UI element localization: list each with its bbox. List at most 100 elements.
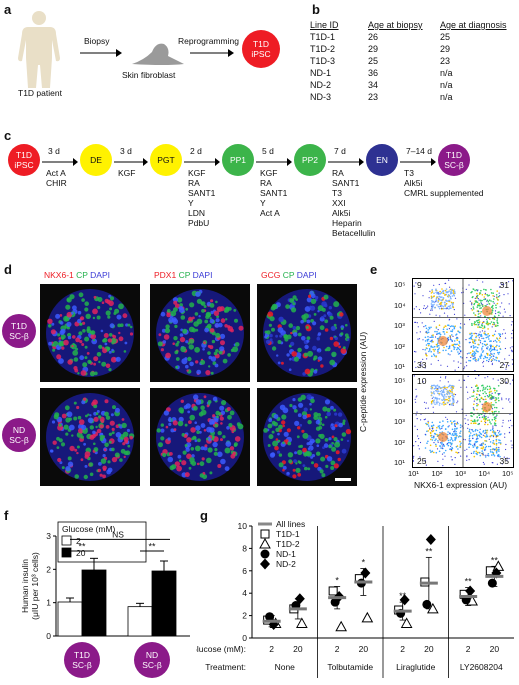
- marker-label: DAPI: [192, 270, 213, 280]
- category-label: T1D: [74, 650, 90, 660]
- legend-label: All lines: [276, 519, 305, 529]
- legend-label: T1D-2: [276, 539, 300, 549]
- cluster-body: [263, 289, 351, 377]
- age-diagnosis-cell: n/a: [440, 68, 453, 78]
- marker-label: DAPI: [296, 270, 317, 280]
- stage-label: iPSC: [14, 160, 34, 170]
- age-diagnosis-cell: 29: [440, 44, 451, 54]
- table-row: T1D-1 26 25: [310, 32, 515, 44]
- x-tick-label: 10³: [455, 469, 466, 478]
- cluster-image: [263, 393, 352, 481]
- factor-label: Act A: [46, 168, 66, 178]
- y-tick-label: 10²: [394, 437, 405, 447]
- stage-label: T1D: [15, 150, 33, 160]
- factor-label: CMRL supplemented: [404, 188, 484, 198]
- treatment-axis-label: Treatment:: [205, 662, 246, 672]
- x-tick-label: 10¹: [408, 469, 419, 478]
- quadrant-lr: 27: [500, 360, 510, 370]
- factor-label: SANT1: [260, 188, 288, 198]
- scale-bar: [335, 478, 351, 481]
- reprogramming-label: Reprogramming: [178, 36, 239, 46]
- factor-label: Alk5i: [404, 178, 423, 188]
- stage-de: DE: [80, 144, 112, 176]
- panel-label-c: c: [4, 128, 12, 143]
- y-tick-label: 10³: [394, 417, 405, 426]
- line-table: Line ID Age at biopsy Age at diagnosis T…: [310, 20, 515, 104]
- factor-label: Act A: [260, 208, 280, 218]
- cluster-image: [156, 393, 244, 481]
- legend-label: ND-2: [276, 559, 296, 569]
- flow-xlabel: NKX6-1 expression (AU): [414, 480, 508, 490]
- glucose-axis-label: Glucose (mM):: [196, 644, 246, 654]
- duration-label: 5 d: [262, 146, 274, 156]
- legend-symbol: [260, 558, 270, 570]
- factor-label: CHIR: [46, 178, 67, 188]
- glucose-tick: 2: [466, 644, 471, 654]
- y-label-line: Human insulin: [20, 559, 30, 613]
- ipsc-label-2: iPSC: [251, 49, 271, 59]
- duration-label: 3 d: [48, 146, 60, 156]
- stage-label: T1D: [445, 150, 463, 160]
- glucose-tick: 20: [490, 644, 500, 654]
- duration-label: 2 d: [190, 146, 202, 156]
- data-point: [265, 612, 275, 622]
- stage-label: PP2: [301, 155, 319, 165]
- stage-arrow: [184, 158, 220, 166]
- cluster-image: [46, 289, 134, 377]
- age-biopsy-cell: 23: [368, 92, 379, 102]
- duration-label: 7 d: [334, 146, 346, 156]
- micrograph: [257, 388, 357, 486]
- y-tick-label: 10⁴: [394, 300, 406, 310]
- stage-arrow: [114, 158, 148, 166]
- y-tick-label: 10¹: [394, 458, 405, 467]
- y-tick-label: 4: [242, 588, 247, 598]
- data-point: [399, 594, 410, 606]
- stage-pp2: PP2: [294, 144, 326, 176]
- marker-label: DAPI: [90, 270, 110, 280]
- age-diagnosis-cell: n/a: [440, 80, 453, 90]
- arrow-a2: [190, 49, 234, 57]
- micrograph: [150, 388, 250, 486]
- age-biopsy-cell: 29: [368, 44, 379, 54]
- legend-label: 20: [76, 548, 86, 558]
- data-point: [360, 567, 371, 579]
- quadrant-ul: 10: [417, 376, 427, 386]
- y-tick-label: 10¹: [394, 362, 405, 371]
- legend-label: T1D-1: [276, 529, 300, 539]
- stage-t1d-sc-: T1D SC-β: [438, 144, 470, 176]
- arrow-a1: [80, 49, 122, 57]
- bar: [57, 601, 83, 637]
- micrograph: [257, 284, 357, 382]
- stage-en: EN: [366, 144, 398, 176]
- immunostaining-grid: NKX6-1 CP DAPI PDX1 CP DAPI GCG CP DAPI T1D…: [0, 262, 360, 492]
- age-biopsy-cell: 34: [368, 80, 379, 90]
- factor-label: XXI: [332, 198, 346, 208]
- duration-label: 7–14 d: [406, 146, 432, 156]
- y-tick-label: 10⁴: [394, 396, 406, 406]
- stage-pgt: PGT: [150, 144, 182, 176]
- stage-arrow: [328, 158, 364, 166]
- factor-label: KGF: [260, 168, 278, 178]
- factor-label: KGF: [118, 168, 136, 178]
- y-tick-label: 2: [242, 611, 247, 621]
- cluster-body: [156, 393, 244, 481]
- factor-label: Alk5i: [332, 208, 351, 218]
- flow-ylabel: C-peptide expression (AU): [358, 331, 368, 432]
- bar: [81, 569, 107, 637]
- sample-label: SC-β: [9, 435, 29, 445]
- data-point: [328, 586, 338, 596]
- data-point: [427, 602, 439, 614]
- legend-symbol: [259, 537, 271, 549]
- stain-header: NKX6-1 CP DAPI: [44, 270, 110, 280]
- cluster-image: [156, 289, 244, 377]
- ipsc-circle-a: T1D iPSC: [242, 30, 280, 68]
- ns-label: NS: [112, 529, 124, 539]
- y-tick-label: 10³: [394, 321, 405, 330]
- panel-label-b: b: [312, 2, 320, 17]
- legend-label: 2: [76, 536, 81, 546]
- stage-label: PGT: [157, 155, 175, 165]
- y-tick-label: 2: [46, 564, 51, 574]
